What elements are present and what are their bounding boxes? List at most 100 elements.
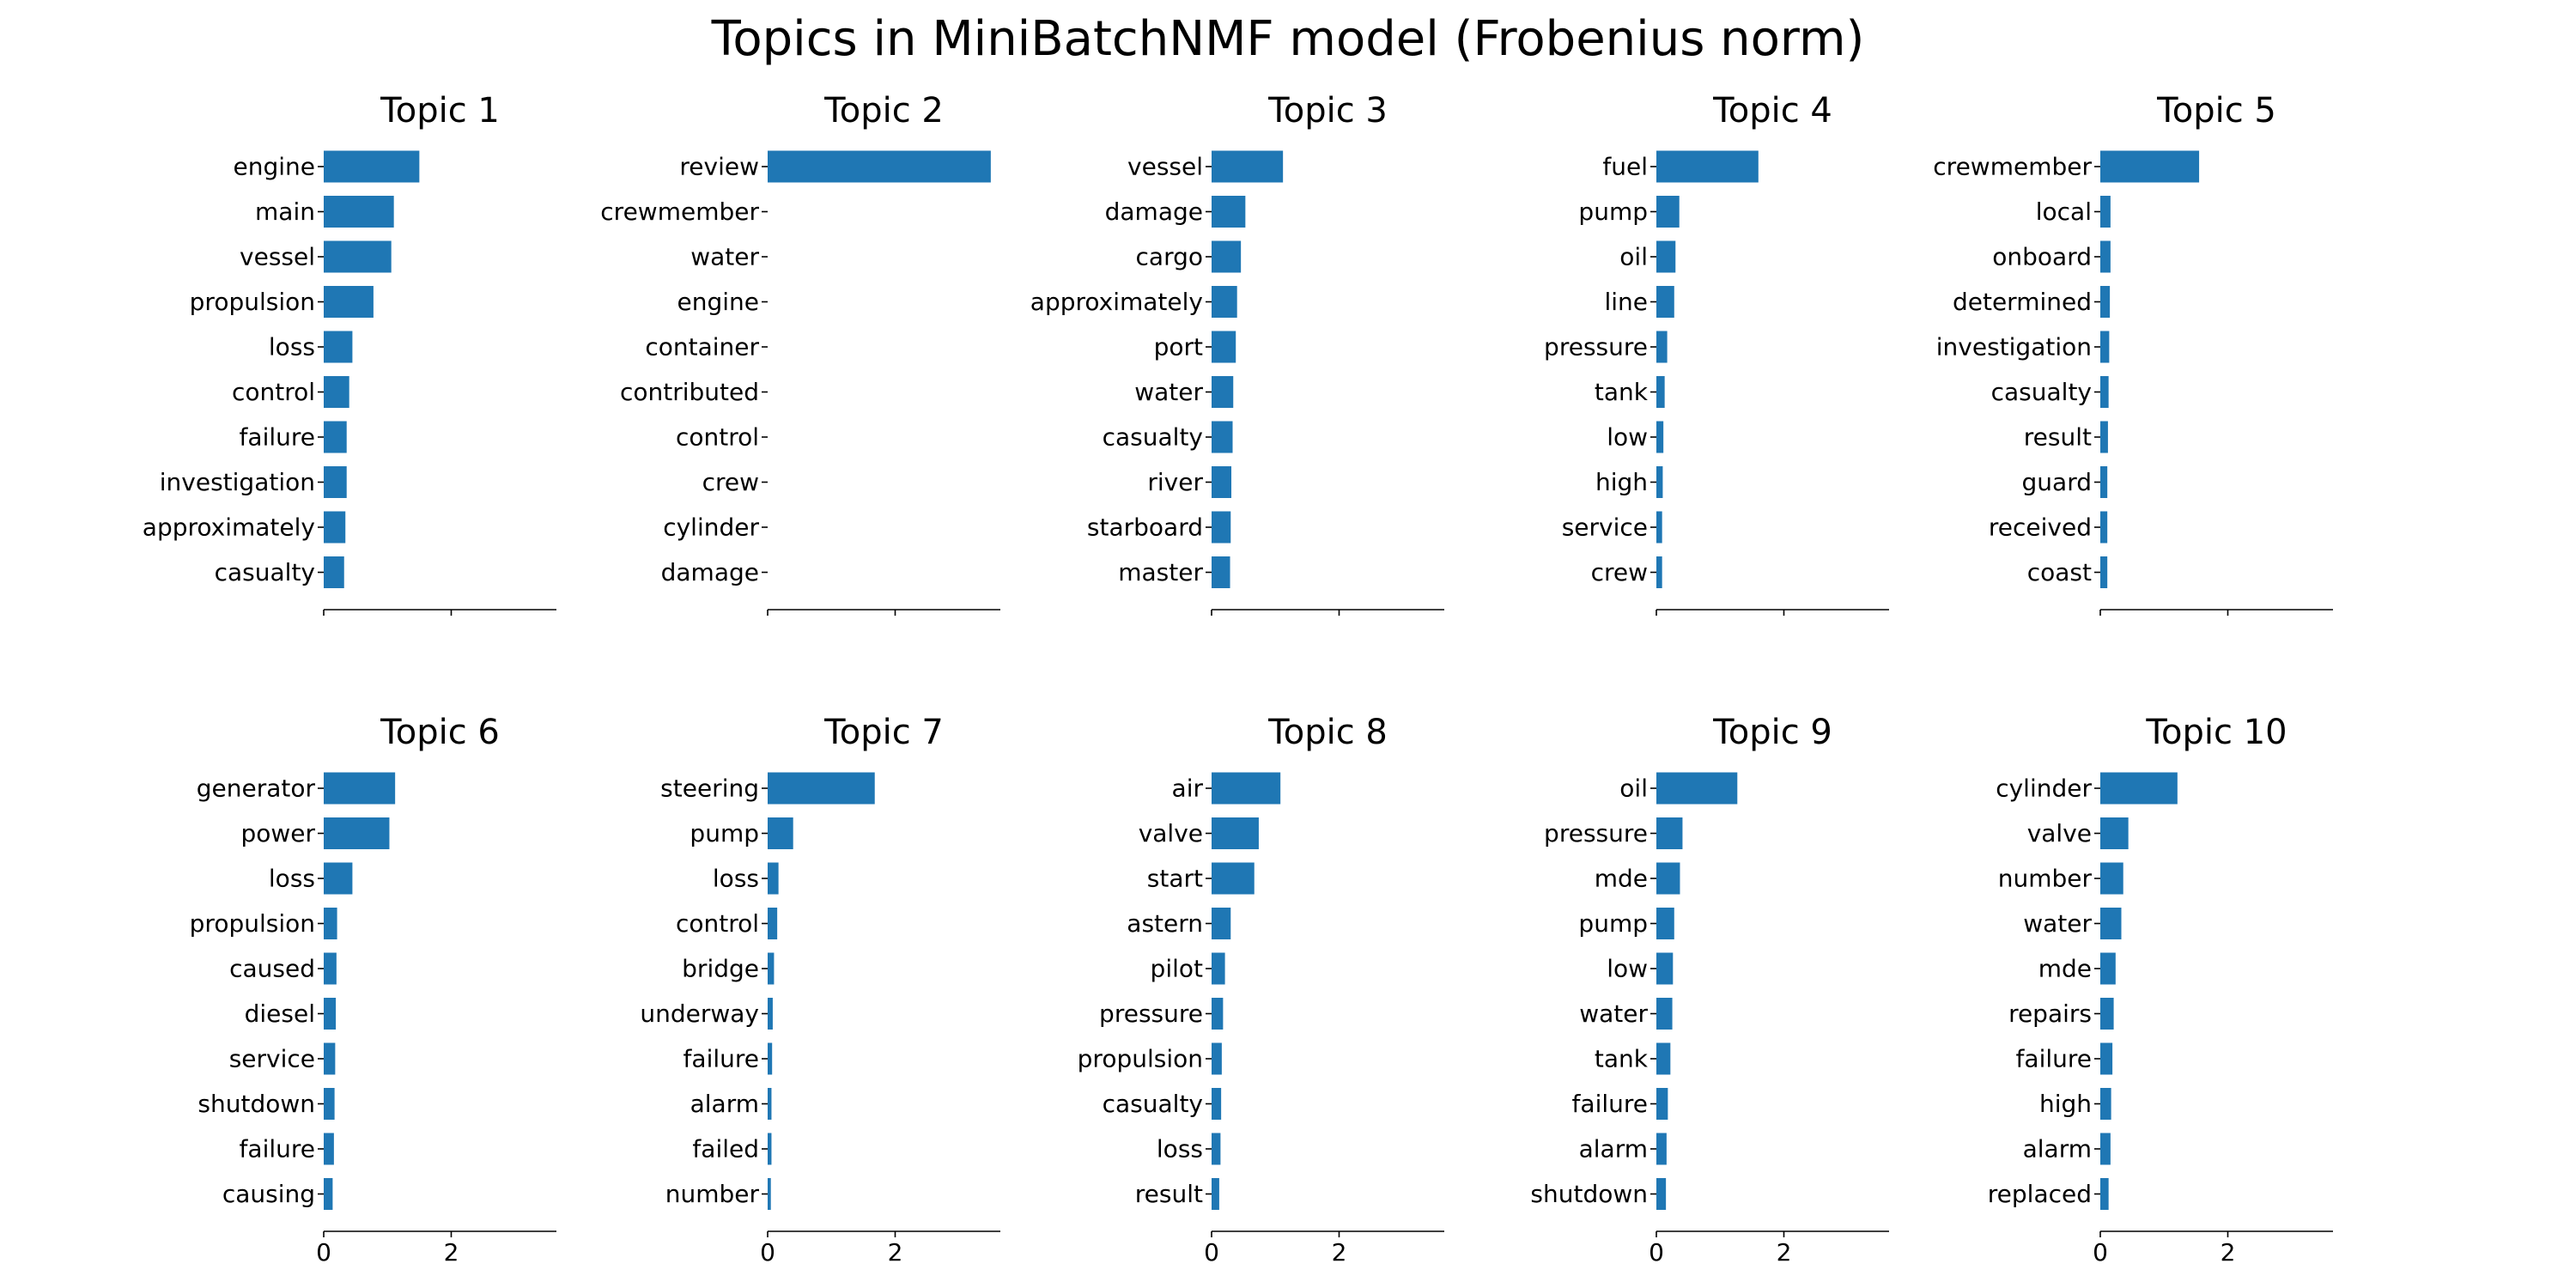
subplots-container: Topic 1 engine main vessel propulsion loss con… [143, 91, 2333, 1267]
category-label: approximately [143, 513, 315, 542]
subplot-topic-7: Topic 7 steering pump loss control bridge unde… [640, 713, 1000, 1267]
category-label: valve [2027, 819, 2092, 848]
bar-tank [1656, 376, 1665, 408]
bar-failure [768, 1042, 773, 1075]
category-label: pump [1578, 197, 1648, 226]
category-label: underway [640, 999, 759, 1028]
category-label: review [679, 153, 759, 181]
bar-cargo [1212, 240, 1242, 273]
category-label: mde [1595, 865, 1648, 893]
bar-crewmember [2100, 150, 2200, 183]
bar-damage [1212, 196, 1246, 228]
category-label: repairs [2008, 999, 2092, 1028]
bar-review [768, 150, 991, 183]
category-label: loss [1157, 1135, 1203, 1163]
category-label: failure [240, 1135, 315, 1163]
category-label: steering [660, 775, 759, 803]
bar-number [768, 1178, 771, 1210]
subplot-title: Topic 5 [2156, 91, 2276, 131]
category-label: start [1147, 865, 1203, 893]
category-label: control [232, 378, 315, 406]
x-tick-label: 0 [2093, 1238, 2108, 1267]
category-label: received [1989, 513, 2092, 542]
category-label: investigation [1936, 333, 2092, 361]
category-label: casualty [1991, 378, 2092, 406]
category-label: cylinder [663, 513, 759, 542]
category-label: tank [1595, 378, 1649, 406]
category-label: astern [1127, 909, 1203, 938]
bar-loss [324, 862, 353, 895]
category-label: shutdown [1530, 1180, 1648, 1208]
category-label: casualty [1103, 1090, 1203, 1118]
category-label: low [1607, 955, 1648, 983]
category-label: result [2024, 423, 2092, 452]
subplot-title: Topic 8 [1267, 713, 1388, 752]
subplot-topic-9: Topic 9 oil pressure mde pump low water tank fai… [1530, 713, 1889, 1267]
category-label: local [2036, 197, 2092, 226]
category-label: failed [692, 1135, 759, 1163]
subplot-topic-8: Topic 8 air valve start astern pilot pressure p… [1078, 713, 1444, 1267]
category-label: approximately [1030, 288, 1203, 316]
bar-alarm [1656, 1133, 1667, 1165]
category-label: main [255, 197, 315, 226]
category-label: high [2039, 1090, 2092, 1118]
category-label: number [1998, 865, 2093, 893]
bar-generator [324, 772, 396, 805]
category-label: water [1579, 999, 1648, 1028]
x-tick-label: 2 [1332, 1238, 1347, 1267]
bar-main [324, 196, 394, 228]
category-label: failure [240, 423, 315, 452]
bar-casualty [2100, 376, 2109, 408]
figure-title: Topics in MiniBatchNMF model (Frobenius … [711, 11, 1865, 67]
category-label: contributed [620, 378, 759, 406]
bar-received [2100, 511, 2108, 544]
subplot-title: Topic 4 [1712, 91, 1832, 131]
subplot-topic-3: Topic 3 vessel damage cargo approximately por… [1030, 91, 1444, 616]
category-label: causing [222, 1180, 315, 1208]
category-label: propulsion [190, 909, 315, 938]
subplot-topic-6: Topic 6 generator power loss propulsion cause… [190, 713, 556, 1267]
bar-approximately [324, 511, 346, 544]
category-label: number [665, 1180, 760, 1208]
category-label: coast [2027, 558, 2092, 586]
subplot-title: Topic 10 [2145, 713, 2287, 752]
bar-oil [1656, 240, 1676, 273]
category-label: container [645, 333, 759, 361]
bar-propulsion [324, 286, 374, 318]
category-label: guard [2022, 468, 2092, 496]
bar-approximately [1212, 286, 1237, 318]
bar-pump [1656, 908, 1674, 939]
bar-water [1212, 376, 1234, 408]
bar-replaced [2100, 1178, 2109, 1210]
category-label: vessel [240, 243, 315, 271]
category-label: propulsion [190, 288, 315, 316]
category-label: pressure [1544, 333, 1648, 361]
category-label: shutdown [197, 1090, 315, 1118]
bar-failure [324, 421, 347, 453]
category-label: engine [234, 153, 316, 181]
bar-control [324, 376, 349, 408]
category-label: starboard [1087, 513, 1203, 542]
category-label: river [1147, 468, 1203, 496]
category-label: control [676, 909, 759, 938]
category-label: failure [683, 1045, 759, 1073]
bar-local [2100, 196, 2111, 228]
subplot-topic-10: Topic 10 cylinder valve number water mde repai… [1988, 713, 2333, 1267]
category-label: high [1595, 468, 1648, 496]
bar-pressure [1656, 817, 1683, 849]
bar-astern [1212, 908, 1231, 939]
category-label: tank [1595, 1045, 1649, 1073]
bar-crew [1656, 556, 1662, 588]
category-label: loss [269, 865, 315, 893]
category-label: water [1134, 378, 1203, 406]
category-label: alarm [1579, 1135, 1648, 1163]
bar-service [324, 1042, 336, 1075]
bar-start [1212, 862, 1255, 895]
category-label: cylinder [1996, 775, 2092, 803]
category-label: water [690, 243, 759, 271]
bar-air [1212, 772, 1281, 805]
bar-alarm [768, 1088, 772, 1120]
category-label: caused [229, 955, 315, 983]
bar-failed [768, 1133, 772, 1165]
